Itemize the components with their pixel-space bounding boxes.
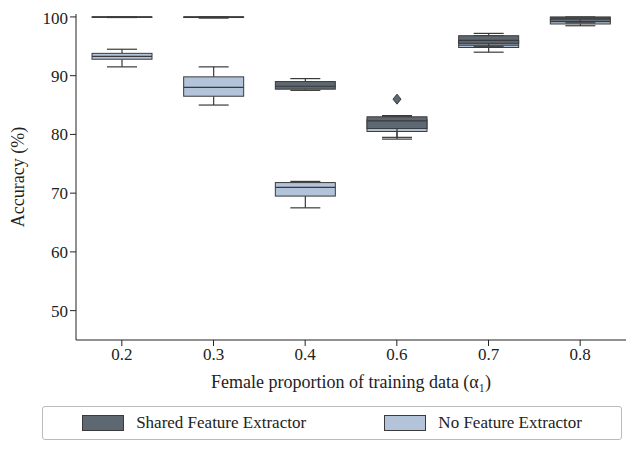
svg-text:70: 70 bbox=[51, 184, 68, 203]
svg-text:0.7: 0.7 bbox=[478, 345, 500, 364]
svg-text:0.2: 0.2 bbox=[111, 345, 132, 364]
svg-text:100: 100 bbox=[43, 9, 69, 28]
svg-text:Accuracy (%): Accuracy (%) bbox=[8, 127, 29, 227]
html-text:No Feature Extractor: No Feature Extractor bbox=[438, 413, 582, 432]
svg-text:50: 50 bbox=[51, 302, 68, 321]
svg-text:0.6: 0.6 bbox=[386, 345, 407, 364]
html-text:Shared Feature Extractor: Shared Feature Extractor bbox=[136, 413, 307, 432]
svg-text:Female proportion of training: Female proportion of training data (α₁) bbox=[211, 372, 491, 393]
svg-text:60: 60 bbox=[51, 243, 68, 262]
svg-text:80: 80 bbox=[51, 125, 68, 144]
svg-text:0.8: 0.8 bbox=[570, 345, 591, 364]
svg-text:90: 90 bbox=[51, 67, 68, 86]
svg-text:0.4: 0.4 bbox=[295, 345, 317, 364]
svg-text:0.3: 0.3 bbox=[203, 345, 224, 364]
